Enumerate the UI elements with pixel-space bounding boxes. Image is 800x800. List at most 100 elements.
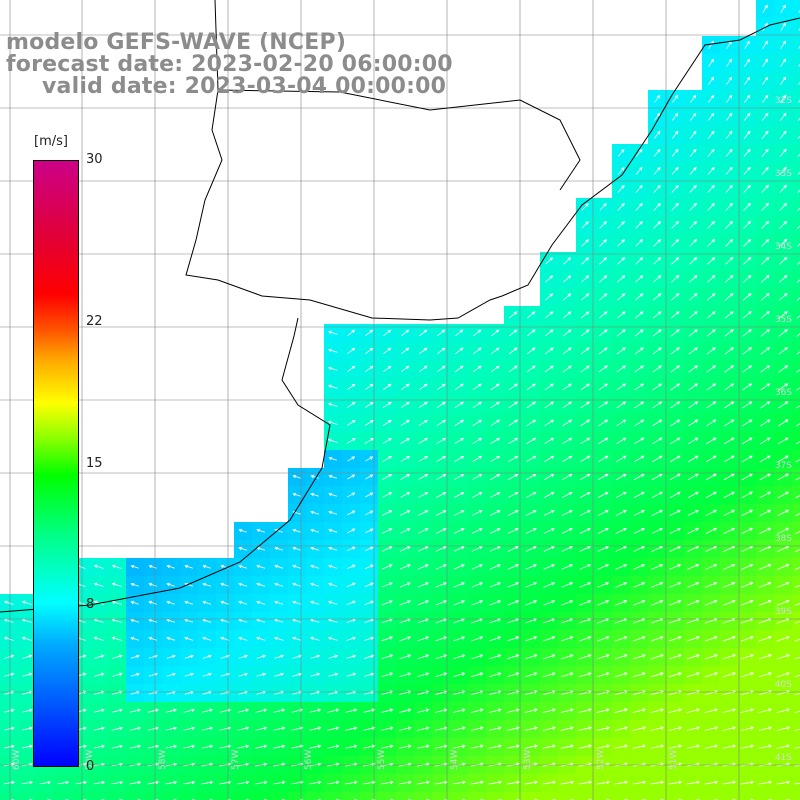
speed-cell	[702, 792, 720, 800]
speed-cell	[0, 792, 18, 800]
speed-cell	[792, 450, 800, 468]
wind-arrow	[93, 564, 104, 569]
wind-arrow	[417, 582, 429, 588]
wind-arrow	[778, 347, 789, 355]
wind-arrow	[400, 401, 410, 409]
wind-arrow	[328, 528, 338, 533]
wind-arrow	[563, 293, 572, 301]
wind-arrow	[3, 744, 15, 749]
wind-arrow	[238, 654, 249, 659]
wind-arrow	[669, 581, 682, 588]
wind-arrow	[227, 798, 232, 800]
wind-arrow	[596, 780, 611, 785]
wind-arrow	[742, 365, 753, 373]
wind-arrow	[453, 654, 466, 660]
colorbar-tick-label: 8	[86, 597, 95, 613]
wind-arrow	[740, 654, 754, 660]
wind-arrow	[776, 581, 790, 588]
wind-arrow	[706, 365, 717, 373]
wind-arrow	[598, 401, 609, 409]
wind-arrow	[508, 455, 519, 463]
wind-arrow	[761, 202, 770, 211]
wind-arrow	[364, 383, 374, 391]
wind-arrow	[687, 437, 699, 445]
wind-arrow	[545, 257, 554, 265]
wind-arrow	[418, 474, 429, 480]
wind-arrow	[723, 491, 735, 499]
wind-arrow	[794, 692, 800, 696]
wind-arrow	[364, 672, 375, 677]
wind-arrow	[563, 275, 572, 283]
wind-arrow	[758, 726, 773, 731]
wind-arrow	[417, 600, 429, 606]
colorbar-tick-label: 30	[86, 152, 103, 167]
wind-arrow	[797, 117, 800, 122]
speed-cell	[792, 72, 800, 90]
speed-cell	[576, 792, 594, 800]
wind-arrow	[740, 672, 755, 678]
wind-arrow	[382, 510, 393, 516]
wind-arrow	[291, 636, 302, 641]
speed-cell	[792, 36, 800, 54]
wind-arrow	[705, 455, 717, 463]
wind-arrow	[544, 347, 554, 355]
wind-arrow	[723, 473, 735, 481]
wind-arrow	[111, 780, 124, 785]
wind-arrow	[526, 473, 537, 480]
wind-arrow	[796, 351, 800, 355]
wind-arrow	[525, 528, 537, 534]
wind-arrow	[255, 708, 268, 713]
wind-arrow	[776, 635, 790, 642]
wind-arrow	[93, 708, 105, 713]
wind-arrow	[776, 744, 791, 749]
wind-arrow	[597, 563, 610, 570]
wind-arrow	[382, 492, 393, 498]
wind-arrow	[795, 531, 800, 535]
wind-arrow	[561, 636, 574, 642]
latitude-label: 39S	[774, 607, 792, 617]
wind-arrow	[762, 40, 768, 49]
wind-arrow	[705, 527, 718, 534]
wind-arrow	[579, 473, 591, 481]
wind-arrow	[614, 672, 628, 678]
wind-arrow	[707, 256, 716, 265]
wind-arrow	[689, 112, 697, 121]
wind-arrow	[580, 455, 591, 463]
wind-arrow	[704, 672, 719, 678]
wind-arrow	[490, 473, 501, 480]
wind-arrow	[238, 600, 248, 605]
wind-arrow	[256, 528, 266, 533]
wind-arrow	[779, 238, 788, 247]
wind-arrow	[256, 600, 266, 605]
wind-arrow	[653, 202, 661, 211]
wind-arrow	[741, 473, 753, 481]
wind-arrow	[347, 365, 356, 373]
wind-arrow	[795, 441, 800, 445]
wind-arrow	[797, 99, 800, 104]
wind-arrow	[797, 189, 800, 194]
wind-arrow	[111, 672, 123, 677]
wind-arrow	[372, 798, 376, 800]
wind-arrow	[328, 672, 339, 677]
wind-arrow	[327, 366, 338, 371]
wind-arrow	[706, 401, 717, 409]
wind-arrow	[328, 564, 338, 569]
wind-arrow	[651, 455, 663, 463]
wind-arrow	[599, 221, 607, 229]
wind-arrow	[346, 419, 356, 426]
wind-arrow	[219, 726, 232, 731]
wind-arrow	[579, 582, 592, 588]
wind-arrow	[327, 600, 338, 605]
longitude-label: 58W	[158, 749, 168, 770]
wind-arrow	[525, 654, 538, 660]
wind-arrow	[725, 220, 734, 229]
wind-arrow	[796, 243, 800, 247]
wind-arrow	[400, 510, 411, 516]
wind-arrow	[327, 744, 340, 749]
wind-arrow	[671, 130, 679, 139]
wind-arrow	[668, 744, 683, 749]
wind-arrow	[634, 401, 645, 409]
wind-arrow	[454, 510, 465, 516]
wind-arrow	[470, 744, 484, 749]
speed-cell	[792, 324, 800, 342]
